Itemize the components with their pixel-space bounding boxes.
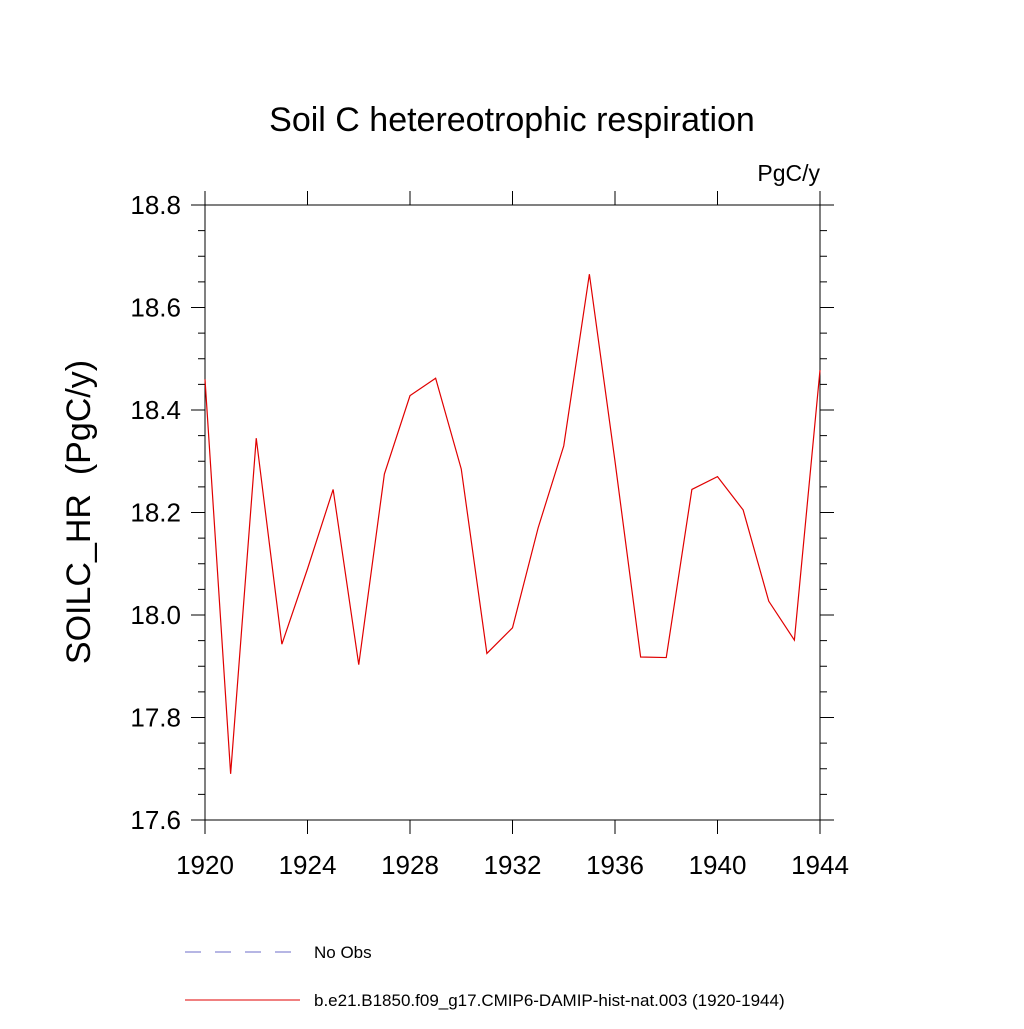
- legend: No Obs b.e21.B1850.f09_g17.CMIP6-DAMIP-hi…: [185, 943, 785, 1010]
- y-axis-label: SOILC_HR (PgC/y): [60, 360, 98, 664]
- plot-border: [205, 205, 820, 820]
- x-tick-label: 1940: [689, 850, 747, 880]
- x-tick-label: 1936: [586, 850, 644, 880]
- y-tick-label: 18.6: [130, 293, 181, 323]
- units-label: PgC/y: [757, 160, 820, 186]
- x-tick-label: 1920: [176, 850, 234, 880]
- y-tick-label: 18.8: [130, 190, 181, 220]
- plot-frame: [205, 205, 820, 820]
- series-layer: [205, 274, 820, 774]
- legend-label-0: No Obs: [314, 943, 372, 962]
- y-tick-label: 18.4: [130, 395, 181, 425]
- legend-label-1: b.e21.B1850.f09_g17.CMIP6-DAMIP-hist-nat…: [314, 991, 785, 1010]
- series-line-0: [205, 274, 820, 774]
- x-axis: 1920 1924 1928 1932 1936 1940 1944: [176, 191, 849, 880]
- chart-title: Soil C hetereotrophic respiration: [269, 101, 755, 139]
- y-tick-label: 17.8: [130, 703, 181, 733]
- y-tick-label: 18.2: [130, 498, 181, 528]
- x-tick-label: 1924: [279, 850, 337, 880]
- y-tick-label: 17.6: [130, 805, 181, 835]
- x-tick-label: 1928: [381, 850, 439, 880]
- y-tick-label: 18.0: [130, 600, 181, 630]
- x-tick-label: 1932: [484, 850, 542, 880]
- y-axis: 17.6 17.8 18.0 18.2 18.4 18.6 18.8: [130, 190, 834, 835]
- x-tick-label: 1944: [791, 850, 849, 880]
